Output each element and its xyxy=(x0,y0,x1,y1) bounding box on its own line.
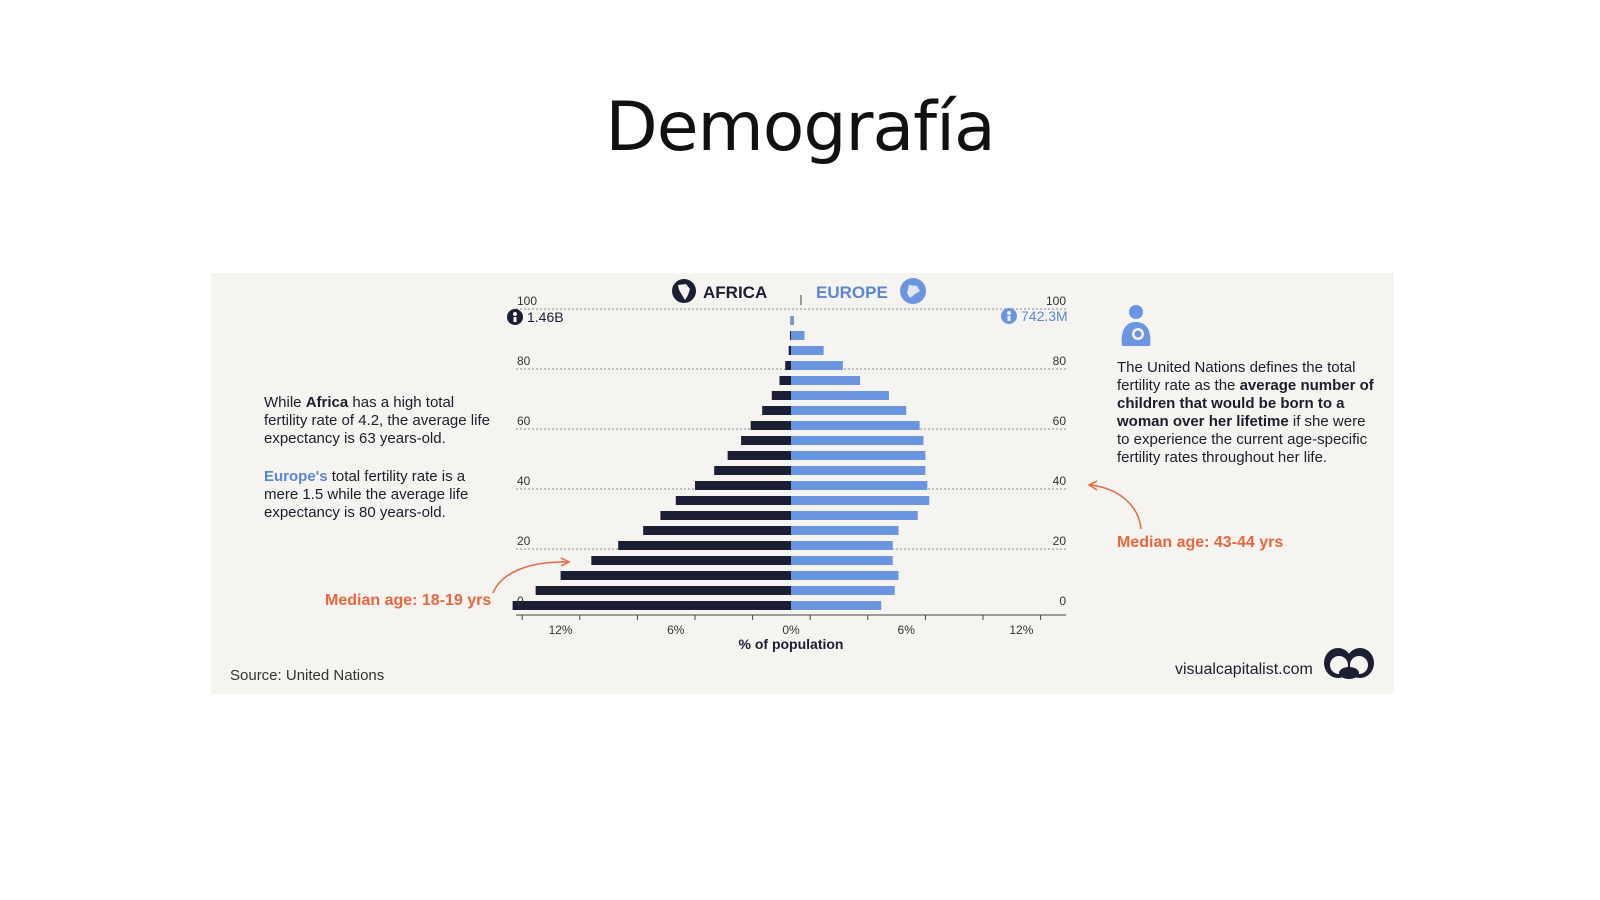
mother-child-icon xyxy=(1121,305,1151,346)
bar-europe-45-49 xyxy=(791,466,926,475)
bar-africa-70-74 xyxy=(771,391,791,400)
bar-europe-90-94 xyxy=(791,331,805,340)
brand-link[interactable]: visualcapitalist.com xyxy=(1175,661,1313,678)
median-right-arrow xyxy=(1090,484,1142,530)
bar-europe-85-89 xyxy=(791,346,824,355)
bar-africa-10-14 xyxy=(560,571,791,580)
bar-africa-5-9 xyxy=(535,586,791,595)
bar-europe-55-59 xyxy=(791,436,924,445)
africa-header-label: AFRICA xyxy=(703,283,767,302)
median-age-africa: Median age: 18-19 yrs xyxy=(325,592,492,609)
y-tick-right-100: 100 xyxy=(1046,294,1066,308)
median-right-arrowhead xyxy=(1087,480,1098,491)
bar-europe-5-9 xyxy=(791,586,895,595)
slide-title: Demografía xyxy=(605,88,995,167)
y-tick-left-80: 80 xyxy=(517,354,531,368)
bar-europe-75-79 xyxy=(791,376,861,385)
africa-population: 1.46B xyxy=(527,309,564,325)
fertility-definition-text-1: The United Nations defines the total fer… xyxy=(1117,359,1356,394)
bar-africa-65-69 xyxy=(762,406,791,415)
europe-note: Europe's total fertility rate is a mere … xyxy=(264,468,499,522)
bar-europe-20-24 xyxy=(791,541,893,550)
bar-europe-0-4 xyxy=(791,601,882,610)
population-pyramid-infographic: 12% 6% 0% 6% 12% % of population 100 100 80 80 60… xyxy=(211,273,1394,694)
median-age-europe: Median age: 43-44 yrs xyxy=(1117,534,1284,551)
bar-europe-95-99 xyxy=(791,316,794,325)
source-note: Source: United Nations xyxy=(230,667,385,684)
y-tick-left-40: 40 xyxy=(517,474,531,488)
x-axis-label: % of population xyxy=(739,636,844,652)
bar-africa-35-39 xyxy=(675,496,791,505)
x-tick-label-1: 6% xyxy=(667,623,685,637)
x-tick-label-0: 12% xyxy=(549,623,573,637)
bar-europe-65-69 xyxy=(791,406,907,415)
africa-note-text-2: has a high total fertility rate of 4.2, … xyxy=(264,394,490,447)
africa-note-text-1: While xyxy=(264,394,306,411)
bar-africa-0-4 xyxy=(512,601,791,610)
bar-africa-50-54 xyxy=(727,451,791,460)
bar-europe-40-44 xyxy=(791,481,928,490)
bar-africa-20-24 xyxy=(618,541,791,550)
bar-africa-45-49 xyxy=(714,466,791,475)
bar-europe-10-14 xyxy=(791,571,899,580)
bar-africa-90-94 xyxy=(790,331,791,340)
x-tick-label-4: 12% xyxy=(1009,623,1033,637)
y-tick-left-0: 0 xyxy=(517,594,524,608)
europe-note-bold: Europe's xyxy=(264,468,328,485)
bar-africa-25-29 xyxy=(643,526,791,535)
bar-europe-60-64 xyxy=(791,421,920,430)
bar-europe-50-54 xyxy=(791,451,926,460)
bar-africa-15-19 xyxy=(591,556,791,565)
africa-globe-icon xyxy=(672,279,696,303)
person-icon xyxy=(507,309,523,325)
bar-europe-70-74 xyxy=(791,391,889,400)
fertility-definition: The United Nations defines the total fer… xyxy=(1117,359,1377,467)
median-left-arrow xyxy=(492,561,568,594)
y-tick-left-60: 60 xyxy=(517,414,531,428)
bar-africa-40-44 xyxy=(695,481,791,490)
x-tick-label-2: 0% xyxy=(782,623,800,637)
bar-africa-60-64 xyxy=(750,421,791,430)
x-tick-label-3: 6% xyxy=(898,623,916,637)
y-tick-right-40: 40 xyxy=(1053,474,1067,488)
person-icon xyxy=(1001,308,1017,324)
africa-note-bold: Africa xyxy=(305,394,349,411)
africa-note: While Africa has a high total fertility … xyxy=(264,394,499,448)
left-note: While Africa has a high total fertility … xyxy=(264,394,499,542)
median-left-arrowhead xyxy=(560,557,571,567)
y-tick-right-60: 60 xyxy=(1053,414,1067,428)
y-tick-right-80: 80 xyxy=(1053,354,1067,368)
y-tick-left-20: 20 xyxy=(517,534,531,548)
y-tick-right-20: 20 xyxy=(1053,534,1067,548)
bar-africa-55-59 xyxy=(741,436,791,445)
europe-globe-icon xyxy=(900,278,926,304)
population-pyramid-chart: 12% 6% 0% 6% 12% % of population 100 100 80 80 60… xyxy=(492,278,1374,679)
bar-europe-15-19 xyxy=(791,556,893,565)
bar-europe-80-84 xyxy=(791,361,843,370)
fertility-definition-text-2: if she were to experience the current ag… xyxy=(1117,413,1368,466)
bar-africa-80-84 xyxy=(785,361,791,370)
bar-africa-30-34 xyxy=(660,511,791,520)
europe-header-label: EUROPE xyxy=(816,283,888,302)
bar-europe-35-39 xyxy=(791,496,930,505)
europe-note-text: total fertility rate is a mere 1.5 while… xyxy=(264,468,469,521)
y-tick-right-0: 0 xyxy=(1059,594,1066,608)
y-tick-left-100: 100 xyxy=(517,294,537,308)
fertility-definition-bold: average number of children that would be… xyxy=(1117,377,1374,430)
bar-europe-30-34 xyxy=(791,511,918,520)
bar-europe-25-29 xyxy=(791,526,899,535)
visualcapitalist-logo-icon xyxy=(1324,648,1374,679)
bar-africa-85-89 xyxy=(788,346,791,355)
europe-population: 742.3M xyxy=(1021,308,1068,324)
bar-africa-75-79 xyxy=(779,376,791,385)
